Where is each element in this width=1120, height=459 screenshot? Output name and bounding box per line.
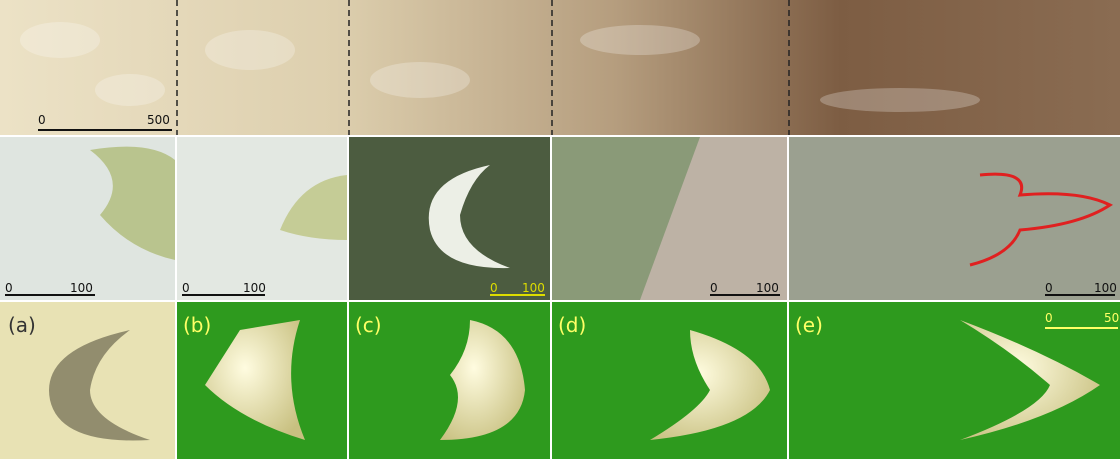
panel-label: (c) — [355, 313, 382, 337]
scale-start: 0 — [1045, 311, 1053, 325]
satellite-row: 0 100 0 100 0 100 0 100 0 100 — [0, 137, 1120, 300]
model-row: (a) (b) (c) (d) (e) 0 50 — [0, 302, 1120, 459]
scale-end: 100 — [522, 281, 545, 295]
panel-label: (d) — [558, 313, 586, 337]
panel-label: (e) — [795, 313, 823, 337]
scale-end: 50 — [1104, 311, 1119, 325]
scale-start: 0 — [710, 281, 718, 295]
scale-end: 100 — [1094, 281, 1117, 295]
scale-end: 100 — [243, 281, 266, 295]
scale-start: 0 — [38, 113, 46, 127]
scale-end: 100 — [756, 281, 779, 295]
scale-start: 0 — [1045, 281, 1053, 295]
figure: 0 500 0 100 0 100 0 100 0 100 0 100 (a) … — [0, 0, 1120, 459]
scale-start: 0 — [5, 281, 13, 295]
scale-start: 0 — [490, 281, 498, 295]
aerial-strip: 0 500 — [0, 0, 1120, 135]
panel-label: (a) — [8, 313, 36, 337]
scale-start: 0 — [182, 281, 190, 295]
panel-label: (b) — [183, 313, 211, 337]
scale-end: 500 — [147, 113, 170, 127]
scale-end: 100 — [70, 281, 93, 295]
